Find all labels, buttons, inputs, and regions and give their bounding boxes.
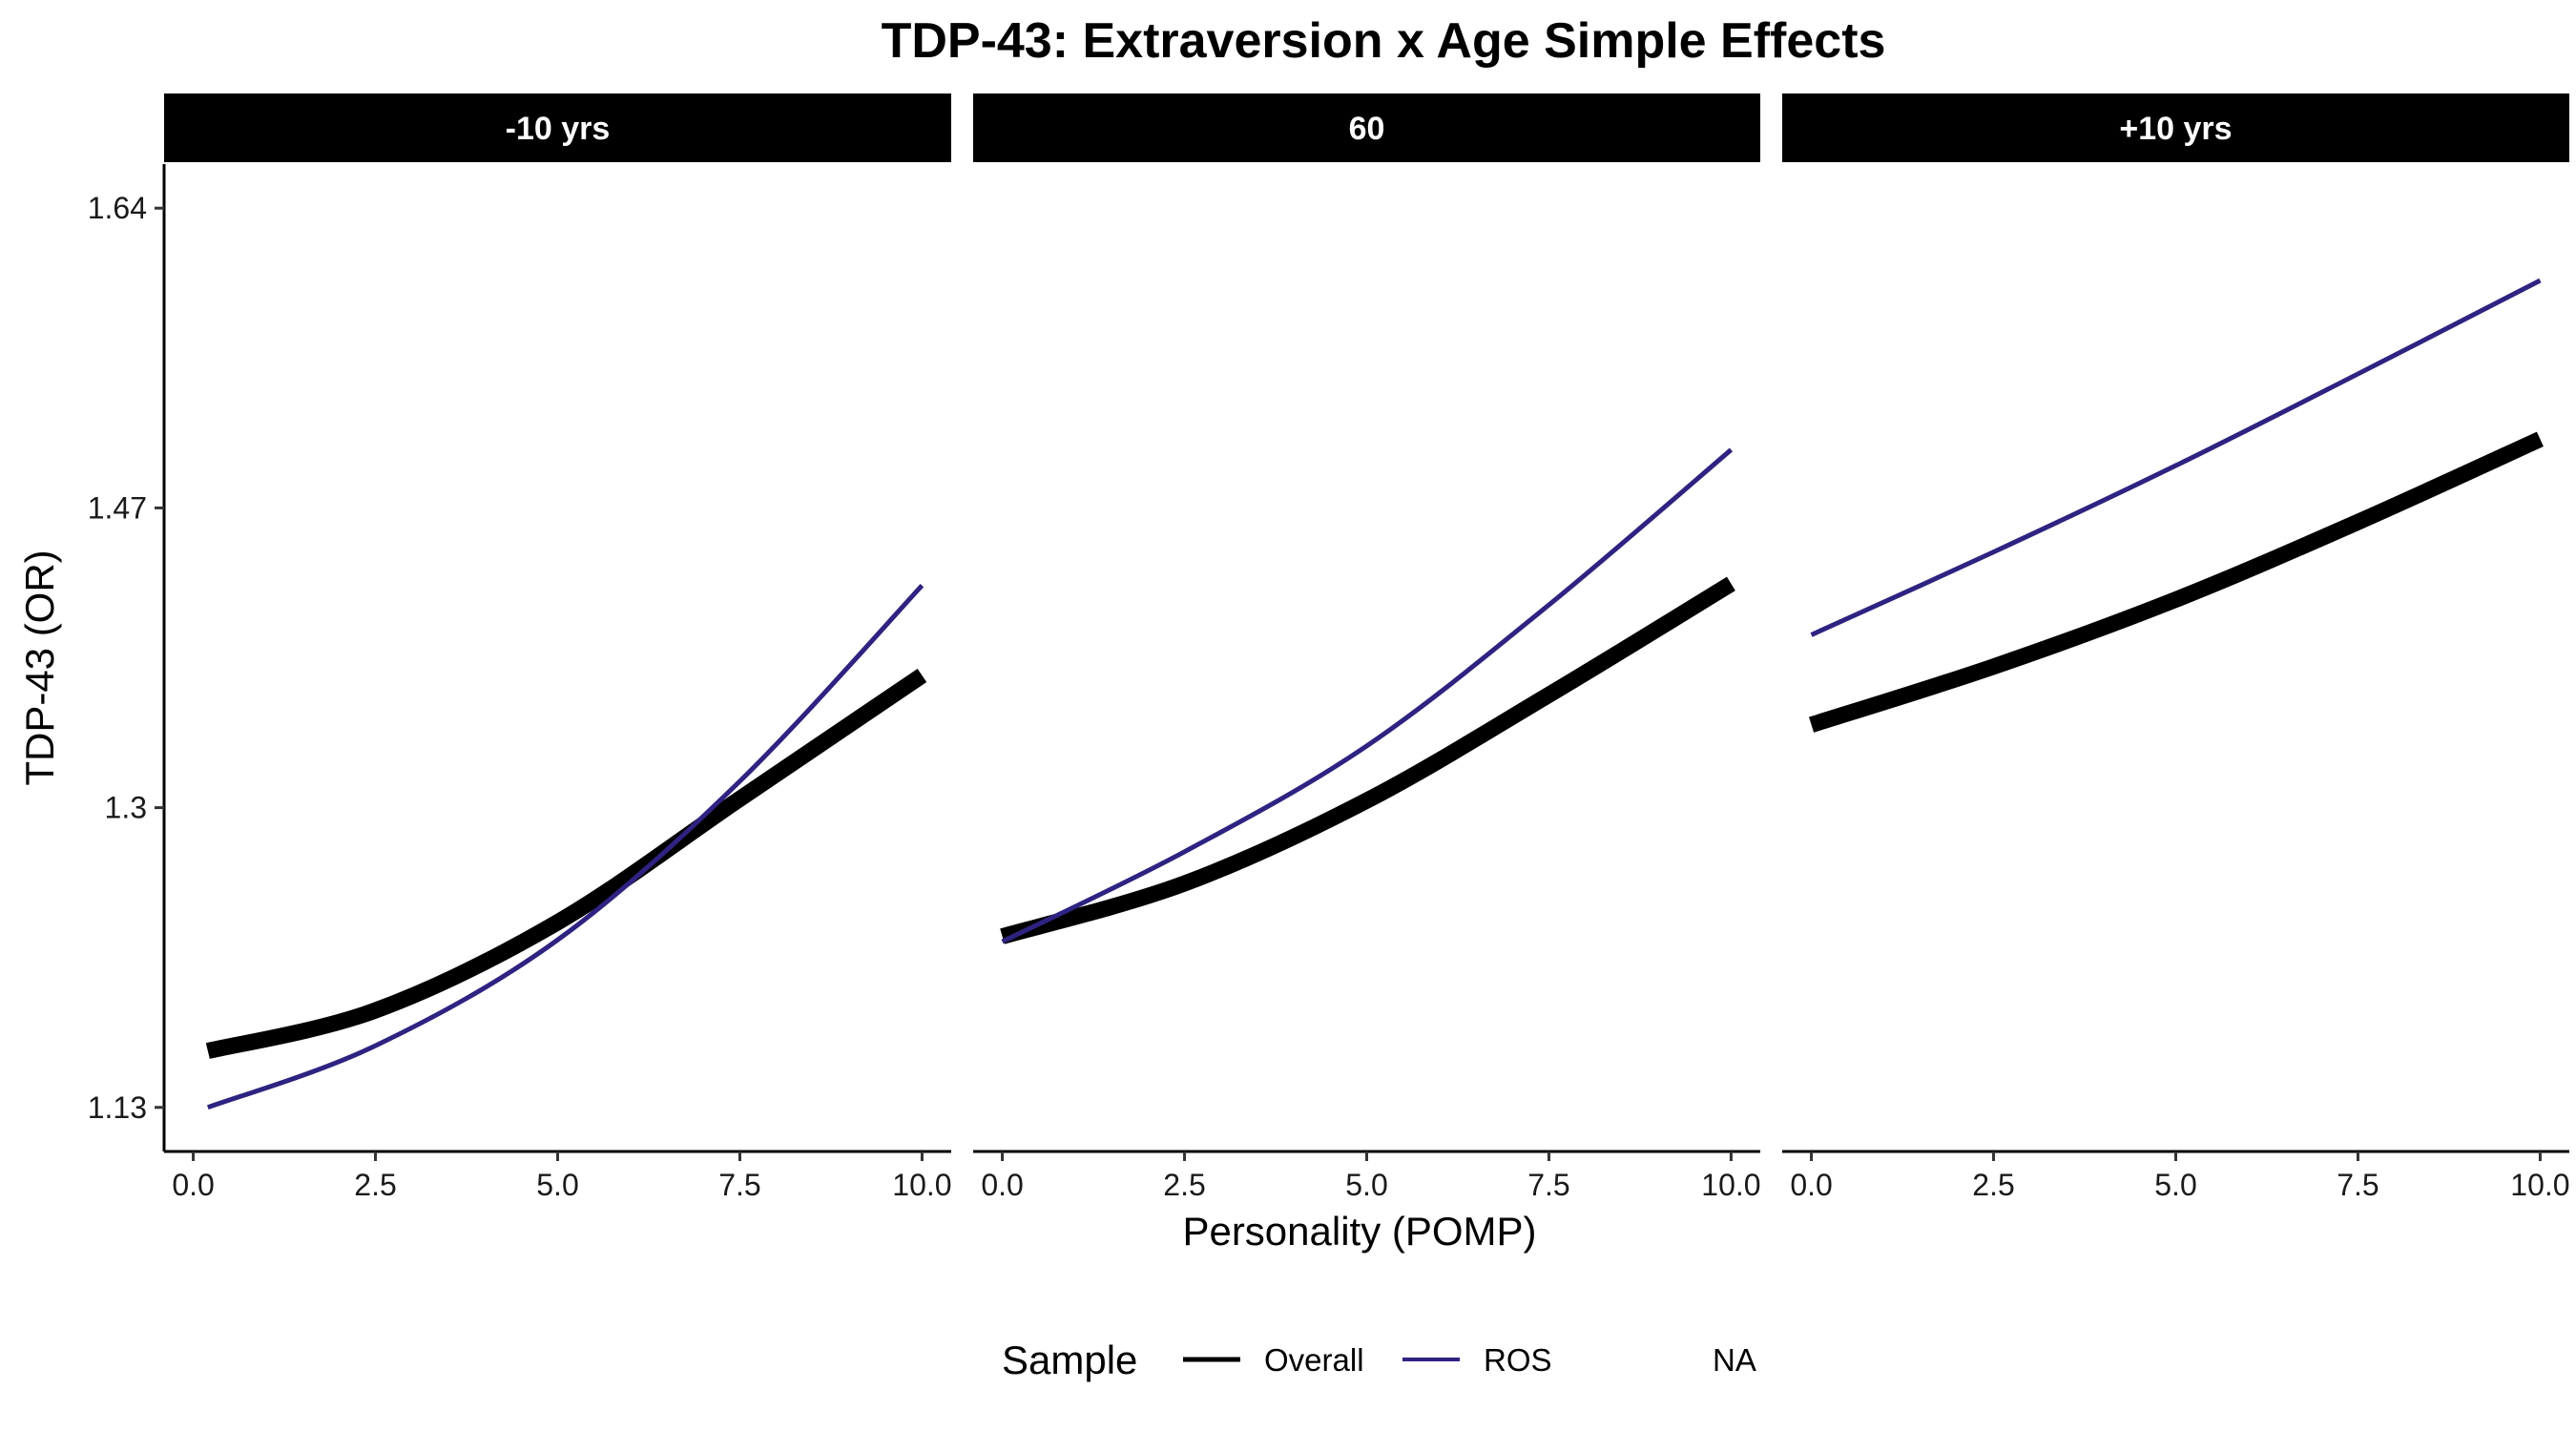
legend-label: NA [1713,1342,1756,1378]
legend-item-ros: ROS [1402,1342,1552,1378]
y-tick-label: 1.64 [88,191,147,225]
facet-strip [1782,93,2569,162]
series-line-ros [1810,278,2542,637]
x-tick-label: 0.0 [172,1168,214,1202]
legend-item-overall: Overall [1183,1342,1364,1378]
facet-strip [164,93,951,162]
facet-panel-1: -10 yrs 0.0 2.5 5.0 7.5 10.0 1.13 1.3 1.47 1.64 [88,93,952,1202]
chart-title: TDP-43: Extraversion x Age Simple Effect… [882,13,1886,69]
series-line-ros [206,584,924,1110]
legend: Sample Overall ROS NA [1002,1338,1756,1382]
series-line-overall [1808,431,2544,733]
x-tick-label: 2.5 [1972,1168,2014,1202]
x-tick-label: 7.5 [1527,1168,1569,1202]
x-tick-label: 2.5 [354,1168,396,1202]
panels-layer: -10 yrs 0.0 2.5 5.0 7.5 10.0 1.13 1.3 1.47 1.64 60… [88,93,2570,1202]
x-tick-label: 7.5 [2337,1168,2379,1202]
series-line-overall [205,668,927,1059]
x-tick-label: 5.0 [536,1168,578,1202]
legend-label: ROS [1484,1342,1552,1378]
x-tick-label: 2.5 [1163,1168,1205,1202]
y-axis-title: TDP-43 (OR) [17,550,62,785]
facet-strip-label: +10 yrs [2119,111,2232,147]
series-line-ros [1001,447,1734,944]
facet-panel-2: 60 0.0 2.5 5.0 7.5 10.0 [973,93,1761,1202]
facet-strip [973,93,1760,162]
x-tick-label: 10.0 [892,1168,951,1202]
series-line-overall [1000,576,1735,944]
x-tick-label: 10.0 [2510,1168,2569,1202]
legend-label: Overall [1264,1342,1364,1378]
x-tick-label: 0.0 [1790,1168,1832,1202]
x-axis-title: Personality (POMP) [1182,1209,1536,1254]
facet-panel-3: +10 yrs 0.0 2.5 5.0 7.5 10.0 [1782,93,2570,1202]
legend-title: Sample [1002,1338,1137,1382]
legend-item-na: NA [1713,1342,1756,1378]
x-tick-label: 0.0 [981,1168,1023,1202]
x-tick-label: 5.0 [2154,1168,2196,1202]
y-tick-label: 1.47 [88,490,147,525]
x-tick-label: 10.0 [1701,1168,1760,1202]
y-tick-label: 1.13 [88,1090,147,1125]
y-tick-label: 1.3 [105,791,147,825]
x-tick-label: 5.0 [1345,1168,1387,1202]
facet-strip-label: 60 [1349,111,1385,147]
facet-strip-label: -10 yrs [506,111,611,147]
x-tick-label: 7.5 [718,1168,760,1202]
